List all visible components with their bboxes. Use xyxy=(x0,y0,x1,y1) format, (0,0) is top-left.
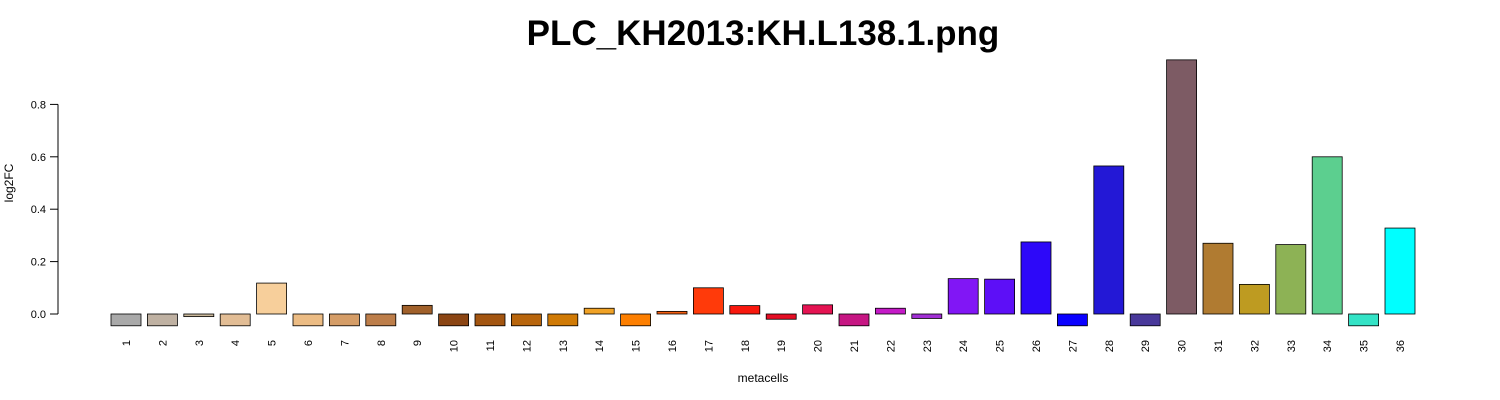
bar-4 xyxy=(219,313,251,327)
x-tick-labels: 1 2 3 4 5 6 7 8 9 10 11 12 13 14 15 16 17 18 19 20 21 22 23 24 2… xyxy=(121,340,1407,352)
x-tick-label: 11 xyxy=(485,340,497,351)
bar-35 xyxy=(1348,313,1379,327)
chart-title: PLC_KH2013:KH.L138.1.png xyxy=(527,14,1000,53)
bar-6 xyxy=(292,313,324,327)
bar-30 xyxy=(1166,59,1197,315)
bar-20 xyxy=(802,304,833,315)
x-tick-label: 16 xyxy=(667,340,679,352)
x-tick-label: 27 xyxy=(1067,340,1079,352)
bar-33 xyxy=(1275,244,1307,315)
bar-5 xyxy=(256,282,288,315)
bar-8 xyxy=(365,313,397,327)
x-tick-label: 32 xyxy=(1249,340,1261,352)
x-axis-label: metacells xyxy=(738,371,789,385)
bar-7 xyxy=(328,313,360,327)
bar-18 xyxy=(729,305,761,315)
bar-23 xyxy=(911,313,943,319)
bar-36 xyxy=(1384,227,1416,315)
x-tick-label: 8 xyxy=(376,340,388,346)
x-tick-label: 4 xyxy=(230,340,242,346)
y-tick-label: 0.0 xyxy=(31,309,46,321)
bar-11 xyxy=(474,313,506,327)
bar-3 xyxy=(183,313,215,318)
x-tick-label: 21 xyxy=(849,340,861,352)
bar-21 xyxy=(838,313,870,327)
bar-15 xyxy=(620,313,651,327)
x-tick-label: 13 xyxy=(558,340,570,352)
x-tick-label: 30 xyxy=(1177,340,1189,352)
y-tick-label: 0.8 xyxy=(31,99,46,111)
bars xyxy=(110,59,1416,327)
x-tick-label: 3 xyxy=(194,340,206,346)
bar-25 xyxy=(984,278,1015,315)
bar-27 xyxy=(1057,313,1088,327)
x-tick-label: 1 xyxy=(121,340,133,346)
x-tick-label: 14 xyxy=(594,340,606,352)
bar-16 xyxy=(656,310,688,315)
bar-24 xyxy=(947,278,979,315)
x-tick-label: 5 xyxy=(267,340,279,346)
x-tick-label: 9 xyxy=(412,340,424,346)
bar-14 xyxy=(583,307,615,315)
x-tick-label: 28 xyxy=(1104,340,1116,352)
y-tick-label: 0.6 xyxy=(31,152,46,164)
x-tick-label: 33 xyxy=(1286,340,1298,352)
y-axis-label: log2FC xyxy=(2,163,16,202)
x-tick-label: 22 xyxy=(885,340,897,352)
bar-2 xyxy=(146,313,178,327)
x-tick-label: 10 xyxy=(449,340,461,352)
bar-1 xyxy=(110,313,142,327)
x-tick-label: 7 xyxy=(339,340,351,346)
x-tick-label: 31 xyxy=(1213,340,1225,352)
x-tick-label: 19 xyxy=(776,340,788,352)
bar-29 xyxy=(1129,313,1161,327)
x-tick-label: 15 xyxy=(631,340,643,352)
y-tick-label: 0.2 xyxy=(31,257,46,269)
bar-12 xyxy=(510,313,542,327)
bar-13 xyxy=(547,313,579,327)
x-tick-label: 17 xyxy=(703,340,715,352)
x-tick-label: 35 xyxy=(1359,340,1371,352)
bar-19 xyxy=(765,313,797,320)
x-tick-label: 34 xyxy=(1322,340,1334,352)
bar-9 xyxy=(401,304,433,315)
x-tick-label: 18 xyxy=(740,340,752,352)
bar-34 xyxy=(1311,156,1343,315)
x-tick-label: 25 xyxy=(995,340,1007,352)
x-tick-label: 24 xyxy=(958,340,970,352)
bar-26 xyxy=(1020,241,1052,315)
x-tick-label: 23 xyxy=(922,340,934,352)
x-tick-label: 6 xyxy=(303,340,315,346)
x-tick-label: 20 xyxy=(813,340,825,352)
y-tick-label: 0.4 xyxy=(31,204,46,216)
bar-22 xyxy=(875,307,906,315)
bar-32 xyxy=(1239,283,1270,315)
x-tick-label: 29 xyxy=(1140,340,1152,352)
x-tick-label: 12 xyxy=(521,340,533,352)
bar-17 xyxy=(693,287,724,315)
x-tick-label: 36 xyxy=(1395,340,1407,352)
bar-28 xyxy=(1093,165,1125,315)
bar-10 xyxy=(438,313,470,327)
x-tick-label: 26 xyxy=(1031,340,1043,352)
x-tick-label: 2 xyxy=(157,340,169,346)
y-ticks: 0.0 0.2 0.4 0.6 0.8 xyxy=(31,99,58,321)
bar-31 xyxy=(1202,242,1234,315)
